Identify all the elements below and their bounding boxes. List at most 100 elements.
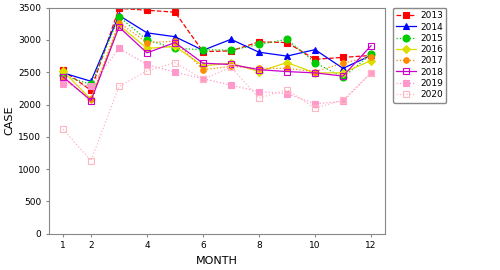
2014 [116, 14, 122, 17]
Line: 2020: 2020 [60, 60, 374, 163]
2019 [228, 83, 234, 87]
2018 [116, 25, 122, 29]
2019 [200, 77, 206, 80]
2018 [256, 68, 262, 71]
2016 [256, 70, 262, 73]
2016 [144, 47, 150, 50]
2015 [312, 61, 318, 64]
2016 [116, 23, 122, 27]
2020 [60, 127, 66, 131]
2019 [368, 71, 374, 75]
2015 [116, 15, 122, 18]
Line: 2013: 2013 [60, 5, 374, 93]
2019 [144, 63, 150, 66]
2013 [340, 56, 346, 59]
2018 [312, 71, 318, 75]
2018 [88, 99, 94, 102]
2017 [256, 67, 262, 70]
2018 [200, 62, 206, 65]
2013 [88, 89, 94, 92]
2017 [284, 67, 290, 70]
2018 [172, 41, 178, 44]
2014 [60, 71, 66, 75]
2020 [88, 159, 94, 162]
2016 [284, 61, 290, 64]
2017 [172, 40, 178, 43]
2016 [88, 98, 94, 101]
2013 [228, 49, 234, 53]
2018 [228, 63, 234, 66]
2020 [172, 61, 178, 64]
2019 [284, 92, 290, 95]
2020 [368, 71, 374, 75]
2018 [368, 44, 374, 47]
2015 [284, 38, 290, 41]
X-axis label: MONTH: MONTH [196, 256, 238, 266]
2013 [144, 9, 150, 12]
2015 [228, 49, 234, 52]
2015 [60, 74, 66, 77]
2013 [312, 58, 318, 61]
2020 [256, 96, 262, 100]
Line: 2014: 2014 [60, 12, 374, 85]
2019 [256, 90, 262, 93]
2015 [256, 43, 262, 46]
2014 [284, 55, 290, 58]
2020 [116, 85, 122, 88]
2018 [144, 51, 150, 55]
2017 [200, 68, 206, 71]
2019 [88, 84, 94, 87]
Line: 2016: 2016 [60, 22, 374, 102]
2014 [200, 49, 206, 52]
2014 [256, 50, 262, 54]
2018 [340, 75, 346, 78]
2014 [368, 54, 374, 57]
2016 [228, 62, 234, 65]
2015 [144, 38, 150, 42]
2014 [144, 31, 150, 35]
2020 [312, 107, 318, 110]
Line: 2018: 2018 [60, 23, 374, 104]
2020 [144, 69, 150, 73]
2015 [200, 48, 206, 51]
2019 [172, 71, 178, 74]
2017 [340, 62, 346, 65]
2014 [312, 48, 318, 51]
2017 [60, 77, 66, 80]
2016 [368, 59, 374, 62]
2016 [340, 71, 346, 75]
2013 [116, 7, 122, 10]
2013 [200, 50, 206, 53]
2020 [228, 65, 234, 69]
2014 [228, 38, 234, 41]
2016 [200, 64, 206, 68]
2014 [172, 35, 178, 38]
2019 [60, 83, 66, 86]
2013 [284, 41, 290, 44]
2019 [312, 102, 318, 106]
2017 [144, 41, 150, 44]
2017 [116, 21, 122, 24]
2020 [200, 78, 206, 81]
2015 [368, 53, 374, 56]
Y-axis label: CASE: CASE [4, 106, 14, 135]
2015 [340, 76, 346, 79]
2017 [228, 65, 234, 68]
2018 [60, 75, 66, 78]
2013 [172, 11, 178, 14]
2013 [256, 40, 262, 43]
2014 [88, 80, 94, 83]
2015 [88, 83, 94, 86]
Line: 2017: 2017 [60, 20, 374, 102]
2016 [60, 69, 66, 73]
Legend: 2013, 2014, 2015, 2016, 2017, 2018, 2019, 2020: 2013, 2014, 2015, 2016, 2017, 2018, 2019… [393, 8, 446, 103]
Line: 2019: 2019 [60, 46, 374, 107]
2013 [60, 69, 66, 72]
Line: 2015: 2015 [60, 13, 374, 88]
2019 [116, 47, 122, 50]
2015 [172, 47, 178, 50]
2016 [172, 45, 178, 48]
2018 [284, 70, 290, 73]
2016 [312, 71, 318, 75]
2019 [340, 100, 346, 103]
